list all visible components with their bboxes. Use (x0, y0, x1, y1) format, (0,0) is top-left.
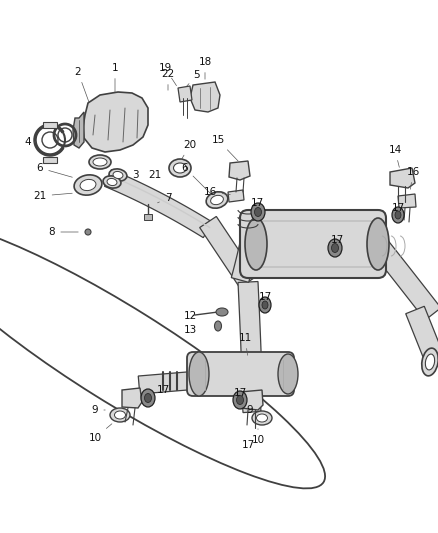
Ellipse shape (80, 180, 96, 191)
Ellipse shape (252, 411, 272, 425)
Text: 14: 14 (389, 145, 402, 167)
Ellipse shape (107, 179, 117, 185)
Text: 17: 17 (330, 235, 344, 245)
Ellipse shape (85, 229, 91, 235)
Polygon shape (240, 390, 263, 410)
Text: 9: 9 (92, 405, 105, 415)
Polygon shape (190, 82, 220, 112)
Ellipse shape (395, 211, 401, 219)
Ellipse shape (233, 391, 247, 409)
Polygon shape (229, 161, 250, 180)
Text: 18: 18 (198, 57, 212, 79)
Polygon shape (178, 86, 192, 102)
Text: 13: 13 (184, 325, 197, 335)
Ellipse shape (216, 308, 228, 316)
Polygon shape (73, 112, 84, 148)
Polygon shape (231, 213, 264, 282)
Ellipse shape (89, 155, 111, 169)
Text: 17: 17 (241, 440, 254, 450)
Ellipse shape (145, 393, 152, 402)
Ellipse shape (215, 321, 222, 331)
Text: 6: 6 (37, 163, 72, 177)
Text: 22: 22 (161, 69, 175, 90)
Ellipse shape (211, 195, 223, 205)
Ellipse shape (114, 411, 126, 419)
Text: 20: 20 (181, 140, 197, 159)
Ellipse shape (262, 301, 268, 309)
Ellipse shape (74, 175, 102, 195)
Ellipse shape (109, 169, 127, 181)
Text: 11: 11 (238, 333, 251, 356)
Ellipse shape (169, 159, 191, 177)
Polygon shape (144, 214, 152, 220)
Polygon shape (370, 238, 438, 320)
Text: 4: 4 (25, 137, 36, 147)
Ellipse shape (259, 297, 271, 313)
Text: 21: 21 (148, 170, 162, 180)
Polygon shape (390, 168, 415, 188)
Ellipse shape (392, 207, 404, 223)
Text: 6: 6 (182, 163, 211, 194)
Ellipse shape (422, 348, 438, 376)
Text: 5: 5 (187, 70, 200, 86)
Polygon shape (122, 388, 142, 408)
Text: 10: 10 (88, 424, 112, 443)
Text: 7: 7 (158, 193, 171, 203)
Text: 17: 17 (233, 388, 247, 398)
Text: 2: 2 (75, 67, 89, 102)
Polygon shape (83, 92, 148, 152)
Ellipse shape (110, 408, 130, 422)
Ellipse shape (206, 192, 228, 208)
Ellipse shape (173, 163, 187, 173)
Polygon shape (43, 157, 57, 163)
Ellipse shape (278, 354, 298, 394)
Text: 17: 17 (392, 203, 405, 213)
Text: 16: 16 (406, 167, 420, 189)
Polygon shape (398, 194, 416, 208)
Polygon shape (200, 216, 256, 287)
Polygon shape (228, 190, 244, 202)
Polygon shape (43, 122, 57, 128)
Text: 8: 8 (49, 227, 78, 237)
Text: 3: 3 (132, 170, 138, 180)
Text: 17: 17 (251, 198, 264, 208)
Polygon shape (238, 281, 262, 382)
Ellipse shape (189, 352, 209, 396)
Text: 17: 17 (258, 292, 272, 302)
Text: 9: 9 (247, 405, 253, 415)
Text: 17: 17 (156, 385, 170, 395)
Ellipse shape (237, 395, 244, 405)
Ellipse shape (367, 218, 389, 270)
Text: 16: 16 (203, 187, 230, 197)
Polygon shape (241, 382, 261, 413)
Ellipse shape (332, 244, 339, 253)
Ellipse shape (257, 414, 268, 422)
Ellipse shape (425, 354, 434, 370)
Ellipse shape (254, 207, 261, 216)
Ellipse shape (93, 158, 107, 166)
Text: 10: 10 (251, 429, 265, 445)
Text: 21: 21 (33, 191, 72, 201)
Ellipse shape (113, 172, 123, 179)
Text: 1: 1 (112, 63, 118, 92)
Ellipse shape (328, 239, 342, 257)
Polygon shape (138, 371, 200, 394)
Text: 15: 15 (212, 135, 238, 161)
Polygon shape (105, 169, 213, 238)
Ellipse shape (103, 176, 121, 188)
Text: 19: 19 (159, 63, 177, 86)
Ellipse shape (245, 218, 267, 270)
Ellipse shape (251, 203, 265, 221)
FancyBboxPatch shape (240, 210, 386, 278)
Text: 12: 12 (184, 311, 197, 321)
Polygon shape (406, 306, 438, 364)
Ellipse shape (141, 389, 155, 407)
FancyBboxPatch shape (187, 352, 294, 396)
